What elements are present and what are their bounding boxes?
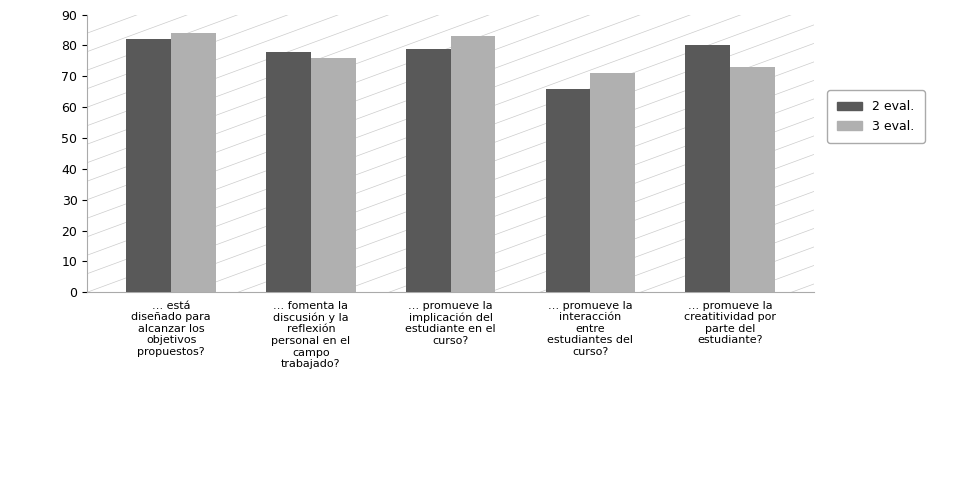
Legend: 2 eval., 3 eval.: 2 eval., 3 eval. — [828, 90, 924, 143]
Bar — [266, 52, 311, 292]
Bar — [590, 73, 635, 292]
Bar — [406, 49, 451, 292]
Bar — [126, 39, 172, 292]
Bar — [685, 45, 730, 292]
Bar — [311, 58, 356, 292]
Bar — [172, 33, 216, 292]
Bar — [546, 89, 590, 292]
Bar — [730, 67, 775, 292]
Bar — [451, 36, 495, 292]
